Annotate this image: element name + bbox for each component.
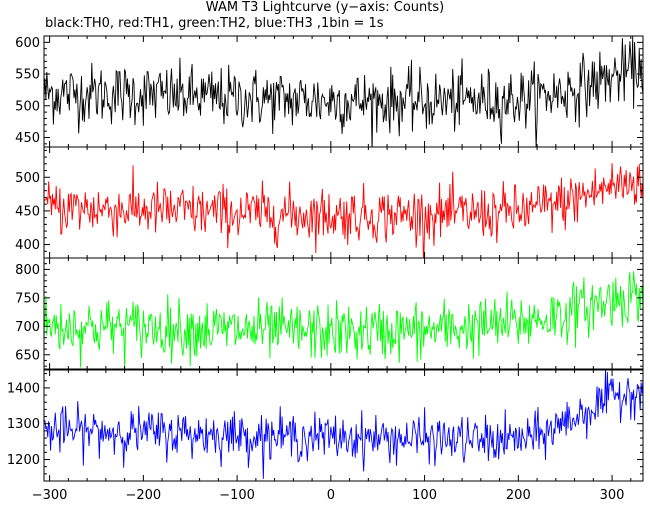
chart-subtitle: black:TH0, red:TH1, green:TH2, blue:TH3 … xyxy=(45,16,384,31)
y-tick-label: 500 xyxy=(15,99,40,114)
y-tick-label: 650 xyxy=(15,348,40,363)
y-tick-label: 1300 xyxy=(7,417,40,432)
x-tick-label: −100 xyxy=(219,488,255,503)
panel-frame-th2 xyxy=(43,257,644,370)
y-tick-label: 550 xyxy=(15,68,40,83)
y-tick-label: 400 xyxy=(15,238,40,253)
y-tick-label: 500 xyxy=(15,171,40,186)
x-tick-label: 300 xyxy=(600,488,625,503)
y-tick-label: 800 xyxy=(15,263,40,278)
x-tick-label: −200 xyxy=(126,488,162,503)
x-tick-label: −300 xyxy=(32,488,68,503)
y-tick-label: 750 xyxy=(15,291,40,306)
x-tick-label: 200 xyxy=(506,488,531,503)
y-tick-label: 700 xyxy=(15,320,40,335)
y-tick-label: 1200 xyxy=(7,453,40,468)
series-line-th3 xyxy=(44,370,643,479)
y-tick-label: 450 xyxy=(15,204,40,219)
y-tick-label: 1400 xyxy=(7,381,40,396)
panel-frame-th3 xyxy=(43,369,644,482)
series-line-th0 xyxy=(44,36,643,147)
series-line-th2 xyxy=(44,271,643,369)
y-tick-label: 450 xyxy=(15,131,40,146)
chart-title: WAM T3 Lightcurve (y−axis: Counts) xyxy=(205,0,445,15)
x-tick-label: 100 xyxy=(412,488,437,503)
y-tick-label: 600 xyxy=(15,36,40,51)
series-line-th1 xyxy=(44,163,643,258)
x-tick-label: 0 xyxy=(327,488,335,503)
